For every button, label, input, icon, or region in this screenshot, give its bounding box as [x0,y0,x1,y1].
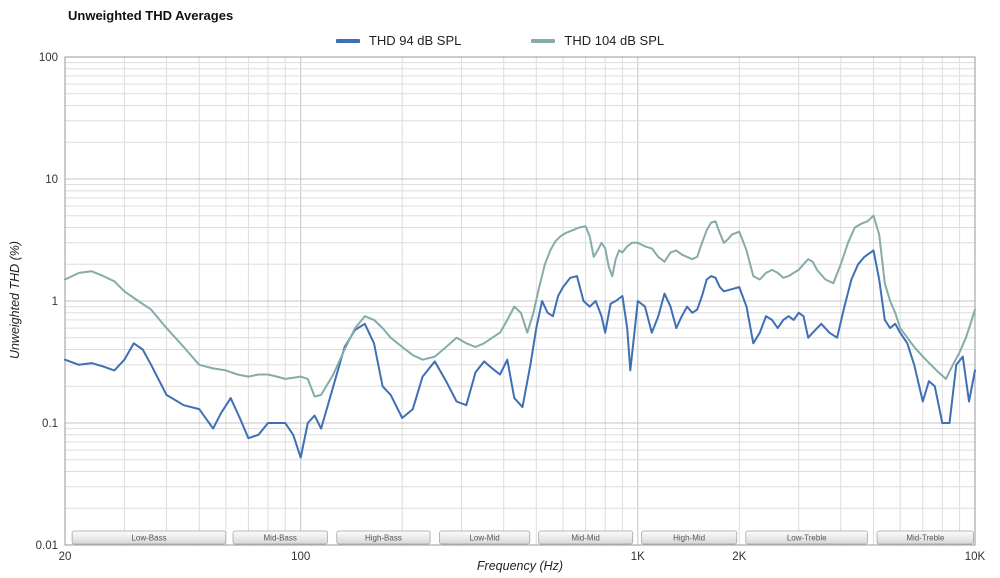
band-box-high-mid [641,530,738,545]
series-line-thd-94-db-spl [64,249,976,459]
tick-labels: 20 100 1K 2K 10K 100 10 1 0.1 0.01 [36,52,986,563]
band-box-low-bass [71,530,227,545]
band-box-mid-bass [232,530,328,545]
series-lines [64,214,976,459]
band-box-mid-treble [876,530,974,545]
legend-item-thd-104: THD 104 dB SPL [531,33,664,48]
y-tick-0-1: 0.1 [42,418,58,430]
legend-swatch-thd-94 [335,38,360,43]
x-tick-100: 100 [291,551,310,563]
x-axis-title: Frequency (Hz) [476,559,564,573]
band-label-mid-treble: Mid-Treble [906,534,944,543]
band-box-high-bass [336,530,431,545]
legend-item-thd-94: THD 94 dB SPL [335,33,462,48]
band-label-mid-bass: Mid-Bass [264,534,297,543]
band-label-low-treble: Low-Treble [787,534,827,543]
band-label-high-mid: High-Mid [673,534,705,543]
legend-label-thd-94: THD 94 dB SPL [368,33,462,48]
band-box-low-treble [745,530,868,545]
band-label-high-bass: High-Bass [365,534,402,543]
series-line-thd-104-db-spl [64,214,976,398]
legend: THD 94 dB SPL THD 104 dB SPL [0,33,1000,48]
x-tick-20: 20 [59,551,72,563]
band-box-mid-mid [538,530,634,545]
y-tick-100: 100 [39,52,58,64]
y-axis-title: Unweighted THD (%) [8,240,22,360]
band-box-low-mid [439,530,531,545]
legend-swatch-thd-104 [531,38,556,43]
x-tick-1k: 1K [631,551,645,563]
chart-title: Unweighted THD Averages [68,8,234,23]
plot-border [64,56,976,546]
band-label-low-bass: Low-Bass [131,534,166,543]
band-label-low-mid: Low-Mid [469,534,499,543]
grid [65,57,975,545]
legend-label-thd-104: THD 104 dB SPL [564,33,665,48]
frequency-band-labels: Low-Bass Mid-Bass High-Bass Low-Mid Mid-Mid H… [71,530,974,545]
x-tick-10k: 10K [965,551,986,563]
y-tick-0-01: 0.01 [36,540,58,552]
y-tick-10: 10 [45,174,58,186]
x-tick-2k: 2K [732,551,746,563]
band-label-mid-mid: Mid-Mid [571,534,599,543]
y-tick-1: 1 [52,296,58,308]
